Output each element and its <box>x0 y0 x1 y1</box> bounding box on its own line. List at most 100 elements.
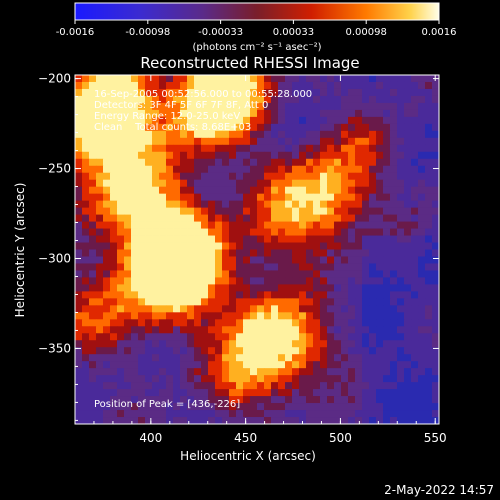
heatmap-cell <box>390 270 398 278</box>
heatmap-cell <box>180 410 188 418</box>
heatmap-cell <box>383 291 391 299</box>
heatmap-cell <box>110 256 118 264</box>
heatmap-cell <box>348 389 356 397</box>
heatmap-cell <box>250 347 258 355</box>
heatmap-cell <box>166 137 174 146</box>
heatmap-cell <box>131 116 139 125</box>
heatmap-cell <box>383 333 391 341</box>
heatmap-cell <box>75 417 83 425</box>
heatmap-cell <box>334 340 342 348</box>
heatmap-cell <box>390 403 398 411</box>
heatmap-cell <box>89 277 97 285</box>
heatmap-cell <box>369 116 377 125</box>
heatmap-cell <box>285 417 293 425</box>
heatmap-cell <box>124 340 132 348</box>
heatmap-cell <box>117 319 125 327</box>
heatmap-cell <box>103 347 111 355</box>
heatmap-cell <box>96 270 104 278</box>
heatmap-cell <box>383 410 391 418</box>
heatmap-cell <box>131 207 139 215</box>
heatmap-cell <box>348 75 356 83</box>
heatmap-cell <box>89 221 97 229</box>
heatmap-cell <box>145 347 153 355</box>
heatmap-cell <box>369 256 377 264</box>
heatmap-cell <box>215 305 223 313</box>
heatmap-cell <box>418 75 426 83</box>
heatmap-cell <box>397 214 405 222</box>
heatmap-cell <box>278 123 286 132</box>
heatmap-cell <box>299 116 307 125</box>
heatmap-cell <box>425 221 433 229</box>
heatmap-cell <box>376 130 384 139</box>
heatmap-cell <box>236 172 244 181</box>
heatmap-cell <box>320 263 328 271</box>
heatmap-cell <box>131 340 139 348</box>
heatmap-cell <box>355 193 363 202</box>
heatmap-cell <box>292 81 300 90</box>
heatmap-cell <box>334 333 342 341</box>
heatmap-cell <box>397 242 405 250</box>
heatmap-cell <box>299 291 307 299</box>
heatmap-cell <box>222 75 230 83</box>
heatmap-cell <box>173 396 181 404</box>
heatmap-cell <box>376 88 384 97</box>
heatmap-cell <box>383 81 391 90</box>
heatmap-cell <box>187 144 195 153</box>
heatmap-cell <box>271 249 279 257</box>
heatmap-cell <box>208 263 216 271</box>
heatmap-cell <box>404 221 412 229</box>
heatmap-cell <box>131 270 139 278</box>
heatmap-cell <box>299 123 307 132</box>
heatmap-cell <box>215 396 223 404</box>
heatmap-cell <box>327 375 335 383</box>
heatmap-cell <box>425 172 433 181</box>
heatmap-cell <box>432 172 440 181</box>
heatmap-cell <box>152 277 160 285</box>
heatmap-cell <box>348 130 356 139</box>
heatmap-cell <box>411 179 419 188</box>
heatmap-cell <box>236 151 244 160</box>
heatmap-cell <box>278 410 286 418</box>
heatmap-cell <box>145 333 153 341</box>
heatmap-cell <box>411 256 419 264</box>
heatmap-cell <box>152 200 160 209</box>
heatmap-cell <box>173 186 181 195</box>
heatmap-cell <box>271 81 279 90</box>
heatmap-cell <box>348 298 356 306</box>
heatmap-cell <box>166 200 174 209</box>
heatmap-cell <box>397 305 405 313</box>
heatmap-cell <box>341 417 349 425</box>
heatmap-cell <box>173 347 181 355</box>
heatmap-cell <box>229 263 237 271</box>
heatmap-cell <box>243 249 251 257</box>
heatmap-cell <box>432 354 440 362</box>
heatmap-cell <box>376 81 384 90</box>
heatmap-cell <box>418 340 426 348</box>
heatmap-cell <box>390 382 398 390</box>
heatmap-cell <box>138 389 146 397</box>
heatmap-cell <box>166 207 174 215</box>
heatmap-cell <box>159 221 167 229</box>
heatmap-cell <box>334 291 342 299</box>
heatmap-cell <box>166 389 174 397</box>
heatmap-cell <box>250 88 258 97</box>
heatmap-cell <box>194 102 202 111</box>
heatmap-cell <box>278 298 286 306</box>
heatmap-cell <box>257 312 265 320</box>
heatmap-cell <box>355 277 363 285</box>
heatmap-cell <box>320 249 328 257</box>
heatmap-cell <box>376 207 384 215</box>
heatmap-cell <box>397 88 405 97</box>
heatmap-cell <box>229 361 237 369</box>
heatmap-cell <box>320 144 328 153</box>
heatmap-cell <box>264 312 272 320</box>
heatmap-cell <box>75 354 83 362</box>
heatmap-cell <box>341 340 349 348</box>
heatmap-cell <box>103 382 111 390</box>
heatmap-cell <box>159 137 167 146</box>
heatmap-cell <box>117 165 125 174</box>
heatmap-cell <box>159 305 167 313</box>
heatmap-cell <box>278 417 286 425</box>
heatmap-cell <box>292 382 300 390</box>
y-tick-label: −300 <box>38 251 71 265</box>
